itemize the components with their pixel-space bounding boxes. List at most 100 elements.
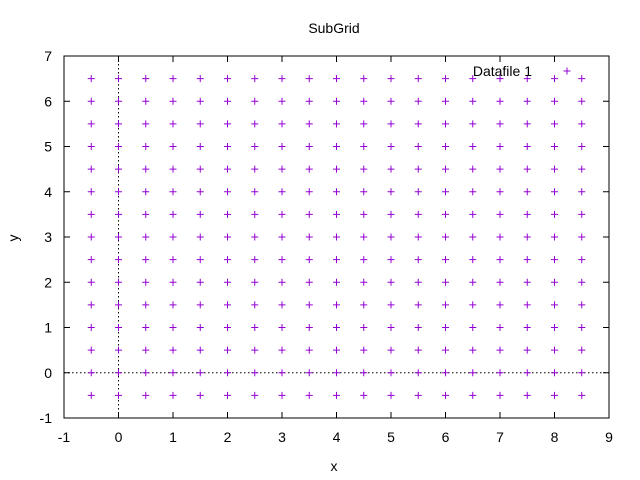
data-point xyxy=(196,369,204,377)
data-point xyxy=(414,210,422,218)
data-point xyxy=(142,165,150,173)
data-point xyxy=(115,143,122,150)
data-point xyxy=(578,256,586,264)
data-point xyxy=(469,210,477,218)
data-point xyxy=(442,369,449,377)
data-point xyxy=(333,165,340,173)
x-tick-label: 1 xyxy=(169,429,177,445)
data-point xyxy=(169,256,177,264)
data-point xyxy=(278,75,286,83)
data-point xyxy=(142,278,150,286)
data-point xyxy=(551,233,558,241)
data-point xyxy=(496,120,504,128)
data-point xyxy=(224,188,231,196)
data-point xyxy=(224,75,231,83)
data-point xyxy=(169,143,177,150)
data-point xyxy=(442,256,449,264)
legend-entry-label: Datafile 1 xyxy=(473,63,532,79)
data-point xyxy=(442,97,449,105)
data-point xyxy=(169,369,177,377)
data-point xyxy=(278,165,286,173)
data-point xyxy=(333,369,340,377)
data-point xyxy=(414,391,422,399)
data-point xyxy=(224,143,231,150)
data-point xyxy=(115,369,122,377)
data-point xyxy=(442,346,449,354)
data-point xyxy=(87,301,95,309)
data-point xyxy=(87,324,95,331)
data-point xyxy=(469,120,477,128)
data-point xyxy=(196,97,204,105)
data-point xyxy=(305,391,313,399)
data-point xyxy=(469,391,477,399)
data-point xyxy=(169,301,177,309)
data-point xyxy=(496,278,504,286)
data-point xyxy=(278,391,286,399)
x-tick-label: 3 xyxy=(278,429,286,445)
data-point xyxy=(224,324,231,331)
data-point xyxy=(387,301,395,309)
data-point xyxy=(115,75,122,83)
data-point xyxy=(169,346,177,354)
y-tick-label: 4 xyxy=(44,184,52,200)
data-point xyxy=(224,346,231,354)
data-point xyxy=(115,278,122,286)
x-tick-label: -1 xyxy=(58,429,71,445)
data-point xyxy=(414,233,422,241)
data-point xyxy=(523,391,531,399)
data-point xyxy=(142,188,150,196)
data-point xyxy=(442,301,449,309)
data-point xyxy=(196,278,204,286)
data-point xyxy=(496,346,504,354)
y-tick-label: 5 xyxy=(44,139,52,155)
data-point xyxy=(442,120,449,128)
data-point xyxy=(578,143,586,150)
data-point xyxy=(142,369,150,377)
data-point xyxy=(523,188,531,196)
data-point xyxy=(251,369,259,377)
data-point xyxy=(115,391,122,399)
data-point xyxy=(551,210,558,218)
data-point xyxy=(551,256,558,264)
data-point xyxy=(196,391,204,399)
data-point xyxy=(469,188,477,196)
y-tick-label: -1 xyxy=(40,410,53,426)
x-tick-label: 7 xyxy=(496,429,504,445)
data-point xyxy=(333,210,340,218)
data-point xyxy=(387,75,395,83)
data-point xyxy=(496,143,504,150)
data-point xyxy=(169,97,177,105)
data-point xyxy=(578,97,586,105)
data-point xyxy=(387,391,395,399)
data-point xyxy=(251,346,259,354)
data-point xyxy=(333,143,340,150)
data-point xyxy=(305,233,313,241)
data-point xyxy=(87,233,95,241)
data-point xyxy=(169,324,177,331)
data-point xyxy=(523,278,531,286)
data-point xyxy=(305,210,313,218)
data-point xyxy=(196,301,204,309)
data-point xyxy=(278,324,286,331)
data-point xyxy=(360,188,368,196)
y-tick-label: 3 xyxy=(44,229,52,245)
data-point xyxy=(196,143,204,150)
data-point xyxy=(578,165,586,173)
data-point xyxy=(333,97,340,105)
y-tick-label: 1 xyxy=(44,320,52,336)
data-point xyxy=(551,75,558,83)
data-point xyxy=(551,301,558,309)
data-point xyxy=(333,188,340,196)
data-point xyxy=(496,188,504,196)
data-point xyxy=(387,210,395,218)
data-point xyxy=(469,346,477,354)
data-point xyxy=(360,75,368,83)
data-point xyxy=(469,324,477,331)
data-point xyxy=(333,233,340,241)
data-point xyxy=(523,165,531,173)
data-point xyxy=(196,346,204,354)
x-tick-label: 9 xyxy=(605,429,613,445)
data-point xyxy=(442,165,449,173)
data-point xyxy=(115,165,122,173)
data-point xyxy=(251,188,259,196)
